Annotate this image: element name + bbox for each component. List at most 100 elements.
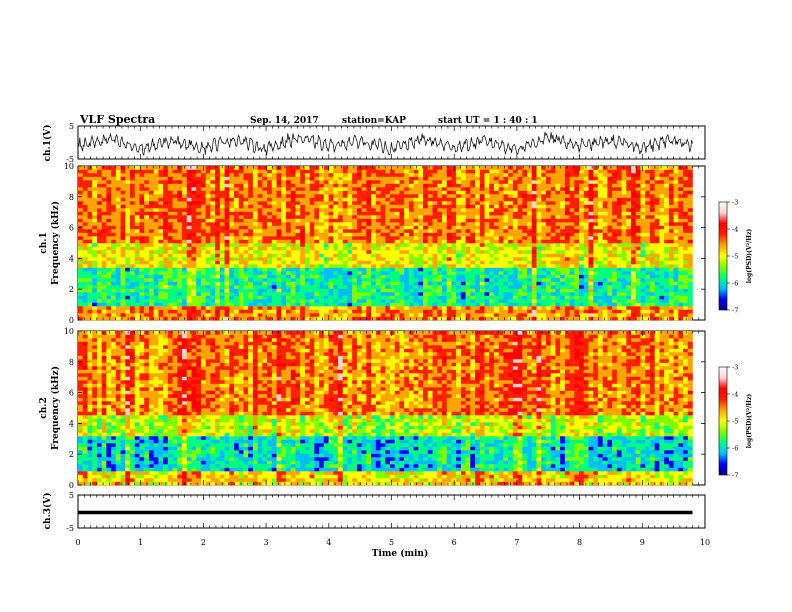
- spectrogram-cell: [399, 222, 405, 226]
- spectrogram-cell: [597, 260, 603, 265]
- spectrogram-cell: [607, 201, 613, 205]
- spectrogram-cell: [295, 197, 301, 202]
- spectrogram-cell: [389, 288, 395, 293]
- spectrogram-cell: [361, 229, 367, 233]
- spectrogram-cell: [257, 204, 263, 209]
- spectrogram-cell: [153, 204, 159, 209]
- spectrogram-cell: [78, 243, 84, 247]
- spectrogram-cell: [238, 204, 244, 209]
- spectrogram-cell: [196, 211, 202, 216]
- spectrogram-cell: [683, 264, 689, 268]
- spectrogram-cell: [385, 229, 391, 233]
- spectrogram-cell: [125, 253, 131, 258]
- spectrogram-cell: [139, 232, 145, 237]
- spectrogram-cell: [683, 306, 689, 310]
- spectrogram-cell: [342, 187, 348, 191]
- spectrogram-cell: [489, 299, 495, 303]
- spectrogram-cell: [380, 236, 386, 240]
- spectrogram-cell: [328, 222, 334, 226]
- spectrogram-cell: [418, 278, 424, 282]
- spectrogram-cell: [456, 271, 462, 275]
- spectrogram-cell: [441, 243, 447, 247]
- spectrogram-cell: [541, 201, 547, 205]
- spectrogram-cell: [649, 243, 655, 247]
- spectrogram-cell: [451, 246, 457, 251]
- spectrogram-cell: [437, 246, 443, 251]
- spectrogram-cell: [408, 250, 414, 254]
- spectrogram-cell: [120, 250, 126, 254]
- spectrogram-cell: [560, 243, 566, 247]
- spectrogram-cell: [285, 295, 291, 300]
- spectrogram-cell: [560, 201, 566, 205]
- spectrogram-cell: [125, 267, 131, 272]
- spectrogram-cell: [413, 197, 419, 202]
- spectrogram-cell: [267, 225, 273, 230]
- spectrogram-cell: [361, 260, 367, 265]
- spectrogram-cell: [210, 257, 216, 261]
- spectrogram-cell: [333, 208, 339, 212]
- spectrogram-cell: [626, 211, 632, 216]
- spectrogram-cell: [687, 285, 693, 289]
- spectrogram-cell: [678, 253, 684, 258]
- spectrogram-cell: [276, 274, 282, 279]
- spectrogram-cell: [352, 229, 358, 233]
- spectrogram-cell: [508, 239, 514, 244]
- spectrogram-cell: [408, 264, 414, 268]
- spectrogram-cell: [106, 257, 112, 261]
- spectrogram-cell: [148, 215, 154, 219]
- spectrogram-cell: [493, 246, 499, 251]
- spectrogram-cell: [219, 201, 225, 205]
- spectrogram-cell: [385, 299, 391, 303]
- spectrogram-cell: [498, 201, 504, 205]
- spectrogram-cell: [177, 190, 183, 195]
- spectrogram-cell: [597, 232, 603, 237]
- spectrogram-cell: [210, 208, 216, 212]
- spectrogram-cell: [423, 194, 429, 198]
- spectrogram-cell: [664, 211, 670, 216]
- spectrogram-cell: [541, 253, 547, 258]
- spectrogram-cell: [579, 313, 585, 317]
- spectrogram-cell: [243, 299, 249, 303]
- spectrogram-cell: [276, 211, 282, 216]
- spectrogram-cell: [621, 313, 627, 317]
- spectrogram-cell: [181, 229, 188, 233]
- spectrogram-cell: [111, 208, 117, 212]
- spectrogram-cell: [375, 236, 381, 240]
- spectrogram-cell: [172, 253, 178, 258]
- spectrogram-cell: [238, 183, 244, 188]
- spectrogram-cell: [683, 313, 689, 317]
- spectrogram-cell: [163, 236, 169, 240]
- spectrogram-cell: [158, 232, 164, 237]
- spectrogram-cell: [361, 222, 367, 226]
- spectrogram-cell: [229, 194, 235, 198]
- spectrogram-cell: [177, 288, 183, 293]
- spectrogram-cell: [205, 292, 211, 296]
- spectrogram-cell: [219, 271, 225, 275]
- spectrogram-cell: [262, 211, 268, 216]
- spectrogram-cell: [153, 239, 159, 244]
- spectrogram-cell: [560, 278, 566, 282]
- spectrogram-cell: [92, 267, 98, 272]
- spectrogram-cell: [233, 267, 240, 272]
- spectrogram-cell: [238, 264, 244, 268]
- spectrogram-cell: [300, 225, 306, 230]
- spectrogram-cell: [356, 232, 362, 237]
- spectrogram-cell: [191, 215, 197, 219]
- spectrogram-cell: [271, 232, 277, 237]
- spectrogram-cell: [550, 204, 556, 209]
- spectrogram-cell: [106, 278, 112, 282]
- spectrogram-cell: [115, 306, 121, 310]
- spectrogram-cell: [602, 187, 608, 191]
- spectrogram-cell: [337, 211, 343, 216]
- spectrogram-cell: [215, 183, 221, 188]
- spectrogram-cell: [583, 218, 589, 223]
- spectrogram-cell: [191, 253, 197, 258]
- spectrogram-cell: [243, 292, 249, 296]
- spectrogram-cell: [645, 292, 651, 296]
- spectrogram-cell: [115, 239, 121, 244]
- spectrogram-cell: [602, 253, 608, 258]
- spectrogram-cell: [366, 239, 372, 244]
- spectrogram-cell: [460, 271, 466, 275]
- spectrogram-cell: [352, 292, 358, 296]
- spectrogram-cell: [673, 194, 679, 198]
